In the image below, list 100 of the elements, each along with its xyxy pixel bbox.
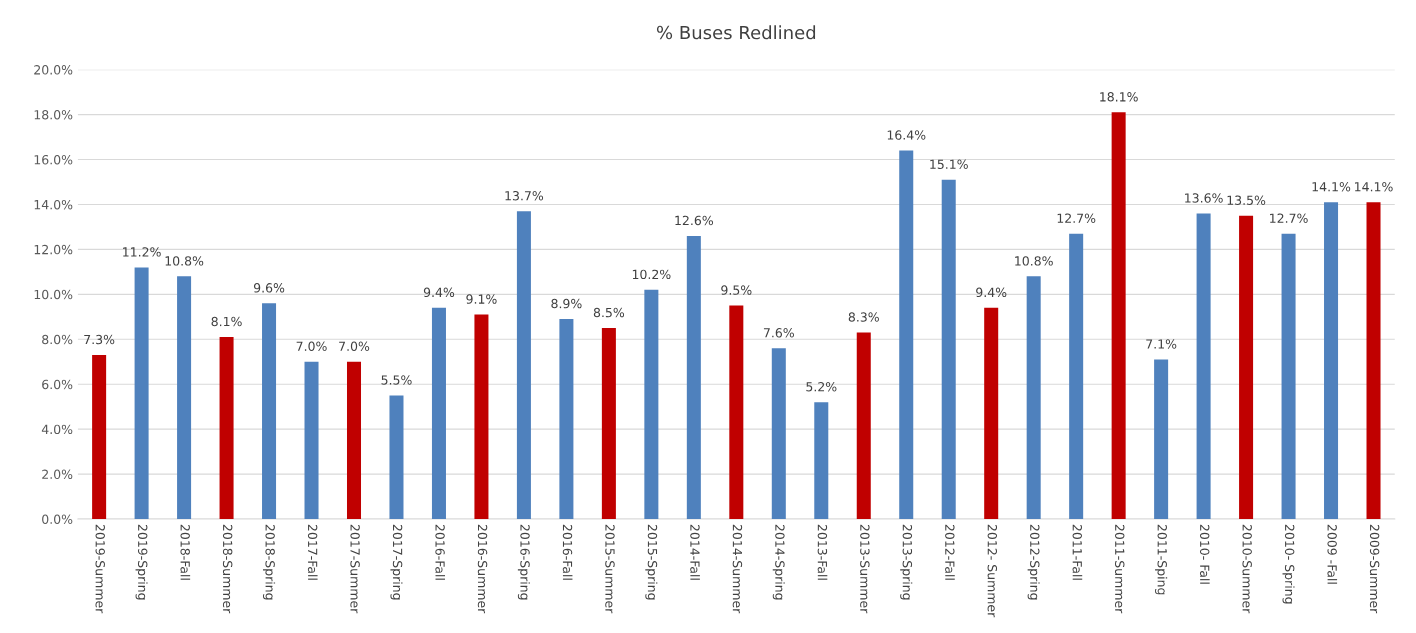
- bar: [262, 303, 277, 520]
- bar: [389, 395, 404, 520]
- bar: [729, 305, 744, 520]
- data-label: 15.1%: [930, 159, 968, 169]
- bar: [134, 267, 149, 520]
- bar: [431, 307, 446, 520]
- bar: [92, 355, 107, 520]
- data-label: 10.8%: [165, 256, 204, 266]
- bar: [1026, 276, 1041, 520]
- y-tick-label: 4.0%: [41, 424, 73, 435]
- bar: [559, 319, 574, 520]
- bar: [771, 348, 786, 520]
- x-tick-label: 2017-Spring: [390, 524, 403, 600]
- x-tick-label: 2011-Summer: [1115, 524, 1125, 614]
- x-tick-label: 2018-Summer: [222, 524, 233, 614]
- data-label: 14.1%: [1312, 182, 1351, 192]
- x-tick-label: 2010- Fall: [1199, 524, 1210, 584]
- bar: [346, 361, 362, 520]
- data-label: 8.5%: [593, 307, 625, 318]
- data-label: 8.1%: [211, 316, 242, 327]
- x-tick-label: 2018-Spring: [262, 524, 276, 600]
- bar: [686, 235, 701, 520]
- chart-title: % Buses Redlined: [656, 25, 816, 40]
- data-label: 7.0%: [296, 341, 327, 351]
- x-tick-label: 2011-Fall: [1072, 524, 1083, 580]
- x-tick-label: 2012- Summer: [987, 524, 998, 618]
- data-label: 7.0%: [339, 341, 370, 351]
- data-label: 18.1%: [1100, 92, 1138, 102]
- y-tick-label: 20.0%: [34, 65, 73, 75]
- y-tick-label: 18.0%: [34, 110, 73, 120]
- data-label: 9.5%: [721, 285, 752, 295]
- y-tick-label: 16.0%: [34, 154, 73, 165]
- data-label: 13.5%: [1227, 195, 1266, 205]
- bar: [1324, 202, 1339, 520]
- bar: [1111, 112, 1126, 520]
- x-tick-label: 2017-Fall: [307, 524, 318, 580]
- x-tick-label: 2019-Summer: [95, 524, 105, 614]
- x-tick-label: 2009 -Fall: [1327, 524, 1338, 584]
- x-tick-label: 2014-Fall: [690, 524, 700, 580]
- data-label: 9.1%: [466, 294, 497, 304]
- x-tick-label: 2013-Spring: [900, 524, 913, 600]
- x-tick-label: 2014-Spring: [772, 524, 785, 600]
- y-tick-label: 6.0%: [42, 379, 73, 390]
- bar: [856, 332, 871, 520]
- y-tick-label: 2.0%: [42, 469, 73, 480]
- bar: [1154, 359, 1169, 520]
- x-tick-label: 2012-Fall: [945, 524, 955, 580]
- x-tick-label: 2013-Fall: [817, 524, 828, 580]
- bar: [219, 337, 234, 520]
- x-tick-label: 2017-Summer: [350, 524, 360, 614]
- data-label: 7.3%: [84, 334, 115, 345]
- x-tick-label: 2016-Spring: [517, 524, 530, 600]
- bar: [474, 314, 489, 520]
- bar: [984, 307, 999, 520]
- data-label: 5.2%: [806, 382, 837, 392]
- data-label: 9.4%: [976, 287, 1007, 298]
- data-label: 13.7%: [505, 190, 544, 201]
- data-label: 16.4%: [887, 130, 926, 140]
- data-label: 11.2%: [123, 247, 161, 257]
- bar: [1239, 215, 1254, 520]
- bar: [1196, 213, 1211, 520]
- data-label: 12.7%: [1057, 213, 1096, 223]
- data-label: 10.2%: [632, 269, 671, 280]
- x-tick-label: 2016-Summer: [477, 524, 488, 614]
- x-tick-label: 2013-Summer: [860, 524, 870, 614]
- data-label: 12.7%: [1270, 213, 1308, 223]
- x-tick-label: 2018-Fall: [180, 524, 191, 580]
- data-label: 14.1%: [1355, 182, 1393, 192]
- bar: [941, 179, 956, 520]
- bar: [177, 276, 192, 520]
- y-tick-label: 12.0%: [34, 244, 73, 255]
- data-label: 8.9%: [551, 298, 582, 309]
- y-tick-label: 14.0%: [34, 199, 73, 210]
- x-tick-label: 2014-Summer: [732, 524, 743, 614]
- bar: [1069, 233, 1084, 520]
- data-label: 7.1%: [1146, 339, 1177, 349]
- bar: [644, 289, 659, 520]
- data-label: 7.6%: [763, 328, 794, 338]
- bar: [516, 211, 531, 520]
- bar: [1281, 233, 1296, 520]
- data-label: 8.3%: [848, 312, 879, 322]
- bar: [1366, 202, 1381, 520]
- y-tick-label: 10.0%: [34, 289, 73, 300]
- x-tick-label: 2010-Summer: [1242, 524, 1252, 614]
- x-tick-label: 2009-Summer: [1369, 524, 1380, 614]
- bar: [814, 402, 829, 520]
- data-label: 10.8%: [1015, 256, 1053, 266]
- data-label: 13.6%: [1185, 193, 1223, 203]
- y-tick-label: 8.0%: [42, 334, 73, 345]
- data-label: 12.6%: [675, 215, 714, 226]
- bar: [601, 328, 616, 520]
- x-tick-label: 2016-Fall: [562, 524, 573, 580]
- data-label: 9.6%: [253, 283, 285, 293]
- x-tick-label: 2010- Spring: [1282, 524, 1295, 604]
- x-tick-label: 2015-Summer: [605, 524, 615, 614]
- x-tick-label: 2015-Spring: [645, 524, 658, 600]
- x-tick-label: 2019-Spring: [135, 524, 148, 600]
- x-tick-label: 2016-Fall: [435, 524, 446, 580]
- data-label: 5.5%: [381, 375, 412, 385]
- bar: [899, 150, 914, 520]
